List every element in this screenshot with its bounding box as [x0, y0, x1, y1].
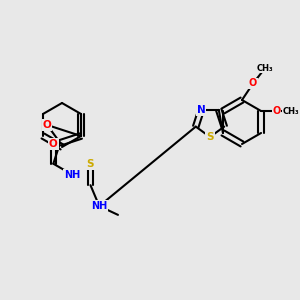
- Text: O: O: [249, 79, 257, 88]
- Text: O: O: [49, 139, 58, 149]
- Text: S: S: [87, 159, 94, 169]
- Text: O: O: [43, 120, 52, 130]
- Text: O: O: [272, 106, 281, 116]
- Text: CH₃: CH₃: [257, 64, 273, 73]
- Text: NH: NH: [64, 170, 80, 180]
- Text: S: S: [206, 132, 214, 142]
- Text: NH: NH: [91, 201, 107, 211]
- Text: CH₃: CH₃: [282, 106, 299, 116]
- Text: N: N: [197, 105, 206, 115]
